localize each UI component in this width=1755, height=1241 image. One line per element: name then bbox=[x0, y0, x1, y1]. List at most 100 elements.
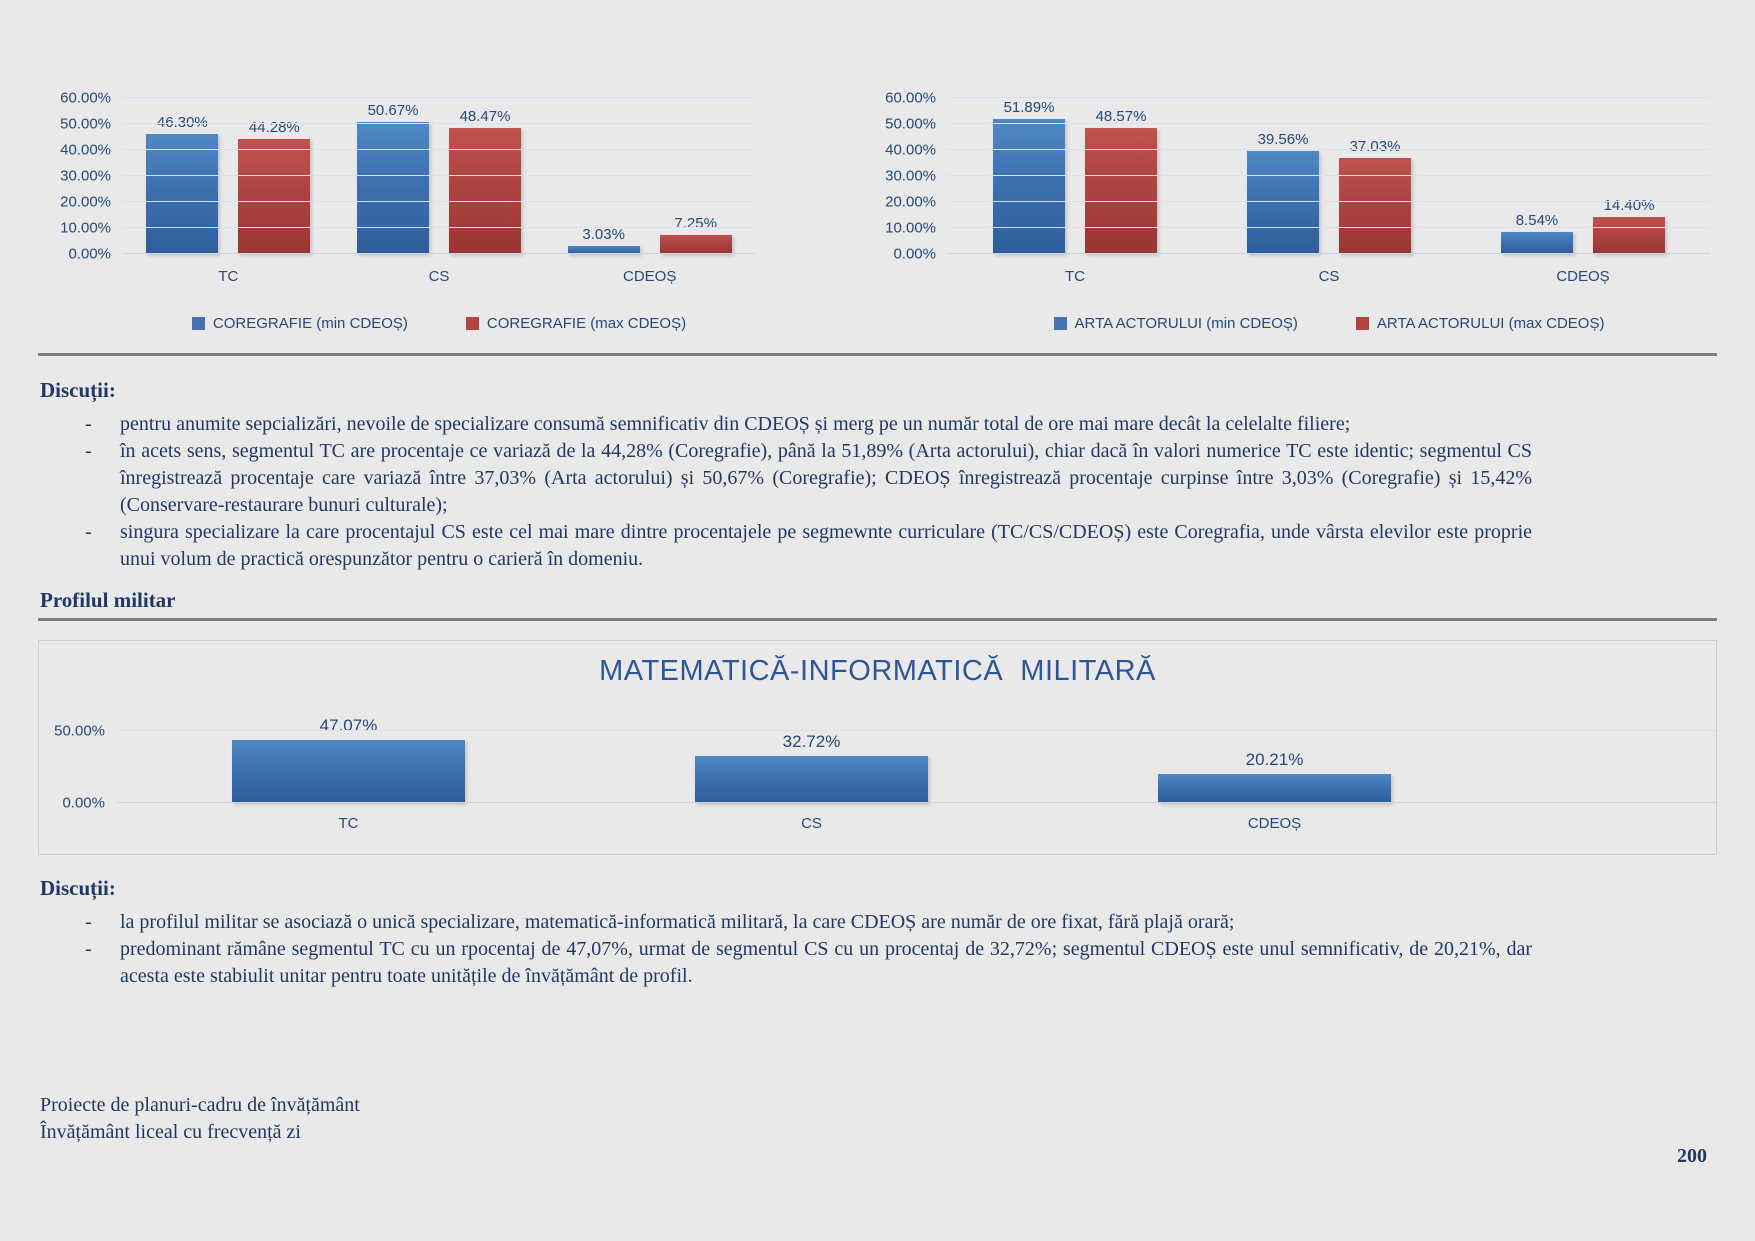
bar-value-label: 14.40% bbox=[1603, 196, 1655, 214]
bar-group: 3.03% 7.25% bbox=[544, 98, 755, 254]
category-label: CDEOȘ bbox=[1556, 268, 1610, 285]
bar-column: 37.03% bbox=[1339, 98, 1411, 254]
y-axis-tick: 60.00% bbox=[60, 89, 111, 107]
gridline bbox=[948, 253, 1710, 254]
footer: Proiecte de planuri-cadru de învățământ … bbox=[40, 1092, 360, 1146]
bar-value-label: 8.54% bbox=[1515, 211, 1559, 229]
list-item: - la profilul militar se asociază o unic… bbox=[40, 909, 1532, 936]
footer-line-1: Proiecte de planuri-cadru de învățământ bbox=[40, 1094, 360, 1116]
category-axis: TC CS CDEOȘ bbox=[39, 815, 1716, 832]
profil-militar-heading: Profilul militar bbox=[40, 588, 176, 612]
category-label: CDEOȘ bbox=[623, 268, 677, 285]
gridline bbox=[948, 175, 1710, 176]
gridline bbox=[123, 123, 755, 124]
legend-item: ARTA ACTORULUI (min CDEOȘ) bbox=[1053, 315, 1298, 332]
y-axis-tick: 40.00% bbox=[885, 141, 936, 159]
bar bbox=[146, 133, 219, 254]
category-label: CDEOȘ bbox=[1247, 815, 1302, 832]
bullet-text: predominant rămâne segmentul TC cu un rp… bbox=[120, 938, 1532, 987]
y-axis: 60.00% 50.00% 40.00% 30.00% 20.00% 10.00% 0.00… bbox=[45, 90, 123, 263]
bar bbox=[1593, 216, 1665, 254]
bar bbox=[1247, 151, 1319, 254]
y-axis-tick: 50.00% bbox=[54, 722, 105, 739]
bar-group: 47.07% bbox=[117, 716, 580, 803]
gridline bbox=[123, 149, 755, 150]
bar-value-label: 51.89% bbox=[1003, 99, 1055, 117]
bullet-dash: - bbox=[85, 440, 92, 462]
gridline bbox=[123, 175, 755, 176]
chart-matematica-informatica-militara: 50.00% 0.00% 47.07% 32.72% 20.21% TC CS CDEOȘ bbox=[39, 716, 1716, 832]
plot-area: 47.07% 32.72% 20.21% bbox=[117, 716, 1716, 803]
legend: ARTA ACTORULUI (min CDEOȘ) ARTA ACTORULUI… bbox=[870, 315, 1710, 332]
bar-column: 14.40% bbox=[1593, 98, 1665, 254]
bar bbox=[1339, 157, 1411, 254]
bar-value-label: 3.03% bbox=[582, 226, 625, 244]
plot-area: 46.30% 44.28% 50.67% 48.47% 3.03% 7.25% bbox=[123, 97, 755, 254]
gridline bbox=[117, 729, 1716, 731]
list-item: - în acets sens, segmentul TC are procen… bbox=[40, 438, 1532, 519]
bullet-text: pentru anumite sepcializări, nevoile de … bbox=[120, 413, 1351, 435]
y-axis-tick: 30.00% bbox=[60, 167, 111, 185]
bar-column: 7.25% bbox=[659, 98, 732, 254]
bar-value-label: 48.47% bbox=[459, 107, 511, 125]
divider-line-profil bbox=[38, 618, 1717, 621]
bar-group: 51.89% 48.57% bbox=[948, 98, 1202, 254]
bar-value-label: 20.21% bbox=[1245, 749, 1304, 769]
y-axis-tick: 0.00% bbox=[62, 794, 105, 812]
legend-item: COREGRAFIE (max CDEOȘ) bbox=[465, 315, 687, 332]
list-item: - pentru anumite sepcializări, nevoile d… bbox=[40, 411, 1532, 438]
chart-title: MATEMATICĂ-INFORMATICĂ MILITARĂ bbox=[599, 655, 1156, 687]
bar-value-label: 50.67% bbox=[367, 102, 419, 120]
gridline bbox=[948, 201, 1710, 202]
discussion-section-2: Discuții: - la profilul militar se asoci… bbox=[40, 876, 1532, 990]
bar-group: 39.56% 37.03% bbox=[1202, 98, 1456, 254]
bar bbox=[695, 755, 928, 803]
legend-label: ARTA ACTORULUI (max CDEOȘ) bbox=[1376, 315, 1605, 332]
list-item: - singura specializare la care procentaj… bbox=[40, 519, 1532, 573]
bar-value-label: 48.57% bbox=[1095, 107, 1147, 125]
discussion-heading: Discuții: bbox=[40, 378, 116, 402]
bar-column: 48.57% bbox=[1085, 98, 1157, 254]
plot-area: 51.89% 48.57% 39.56% 37.03% 8.54% 14.40% bbox=[948, 97, 1710, 254]
bullet-text: la profilul militar se asociază o unică … bbox=[120, 911, 1235, 933]
list-item: - predominant rămâne segmentul TC cu un … bbox=[40, 936, 1532, 990]
plot-row: 60.00% 50.00% 40.00% 30.00% 20.00% 10.00% 0.00… bbox=[45, 90, 755, 263]
y-axis-tick: 40.00% bbox=[60, 141, 111, 159]
bar-group: 50.67% 48.47% bbox=[334, 98, 545, 254]
legend-swatch bbox=[465, 317, 479, 330]
bar bbox=[1158, 773, 1391, 803]
bar bbox=[1501, 231, 1573, 254]
bar-column: 8.54% bbox=[1501, 98, 1573, 254]
gridline bbox=[123, 253, 755, 254]
y-axis-tick: 30.00% bbox=[885, 167, 936, 185]
y-axis-tick: 0.00% bbox=[68, 245, 111, 263]
legend-label: COREGRAFIE (max CDEOȘ) bbox=[486, 315, 687, 332]
gridline bbox=[948, 227, 1710, 228]
legend-item: COREGRAFIE (min CDEOȘ) bbox=[191, 315, 408, 332]
y-axis-tick: 10.00% bbox=[885, 219, 936, 237]
divider-line-top bbox=[38, 353, 1717, 356]
category-label: TC bbox=[338, 815, 359, 832]
gridline bbox=[948, 123, 1710, 124]
footer-line-2: Învățământ liceal cu frecvență zi bbox=[40, 1121, 301, 1143]
bar bbox=[357, 122, 429, 254]
bar bbox=[993, 119, 1065, 254]
legend-item: ARTA ACTORULUI (max CDEOȘ) bbox=[1355, 315, 1605, 332]
gridline bbox=[117, 802, 1716, 803]
legend-swatch bbox=[191, 317, 205, 330]
legend-swatch bbox=[1053, 317, 1067, 330]
plot-row: 50.00% 0.00% 47.07% 32.72% 20.21% bbox=[39, 716, 1716, 812]
y-axis-tick: 50.00% bbox=[60, 115, 111, 133]
bar-column: 46.30% bbox=[146, 98, 219, 254]
y-axis: 60.00% 50.00% 40.00% 30.00% 20.00% 10.00% 0.00… bbox=[870, 90, 948, 263]
bar-value-label: 47.07% bbox=[319, 716, 378, 735]
discussion-section-1: Discuții: - pentru anumite sepcializări,… bbox=[40, 378, 1532, 573]
gridline bbox=[948, 149, 1710, 150]
legend-swatch bbox=[1355, 317, 1369, 330]
y-axis-tick: 50.00% bbox=[885, 115, 936, 133]
bullet-text: singura specializare la care procentajul… bbox=[120, 521, 1532, 570]
bullet-dash: - bbox=[85, 938, 92, 960]
y-axis-tick: 0.00% bbox=[893, 245, 936, 263]
bar-column: 3.03% bbox=[567, 98, 640, 254]
chart-arta-actorului: 60.00% 50.00% 40.00% 30.00% 20.00% 10.00% 0.00… bbox=[870, 70, 1710, 332]
